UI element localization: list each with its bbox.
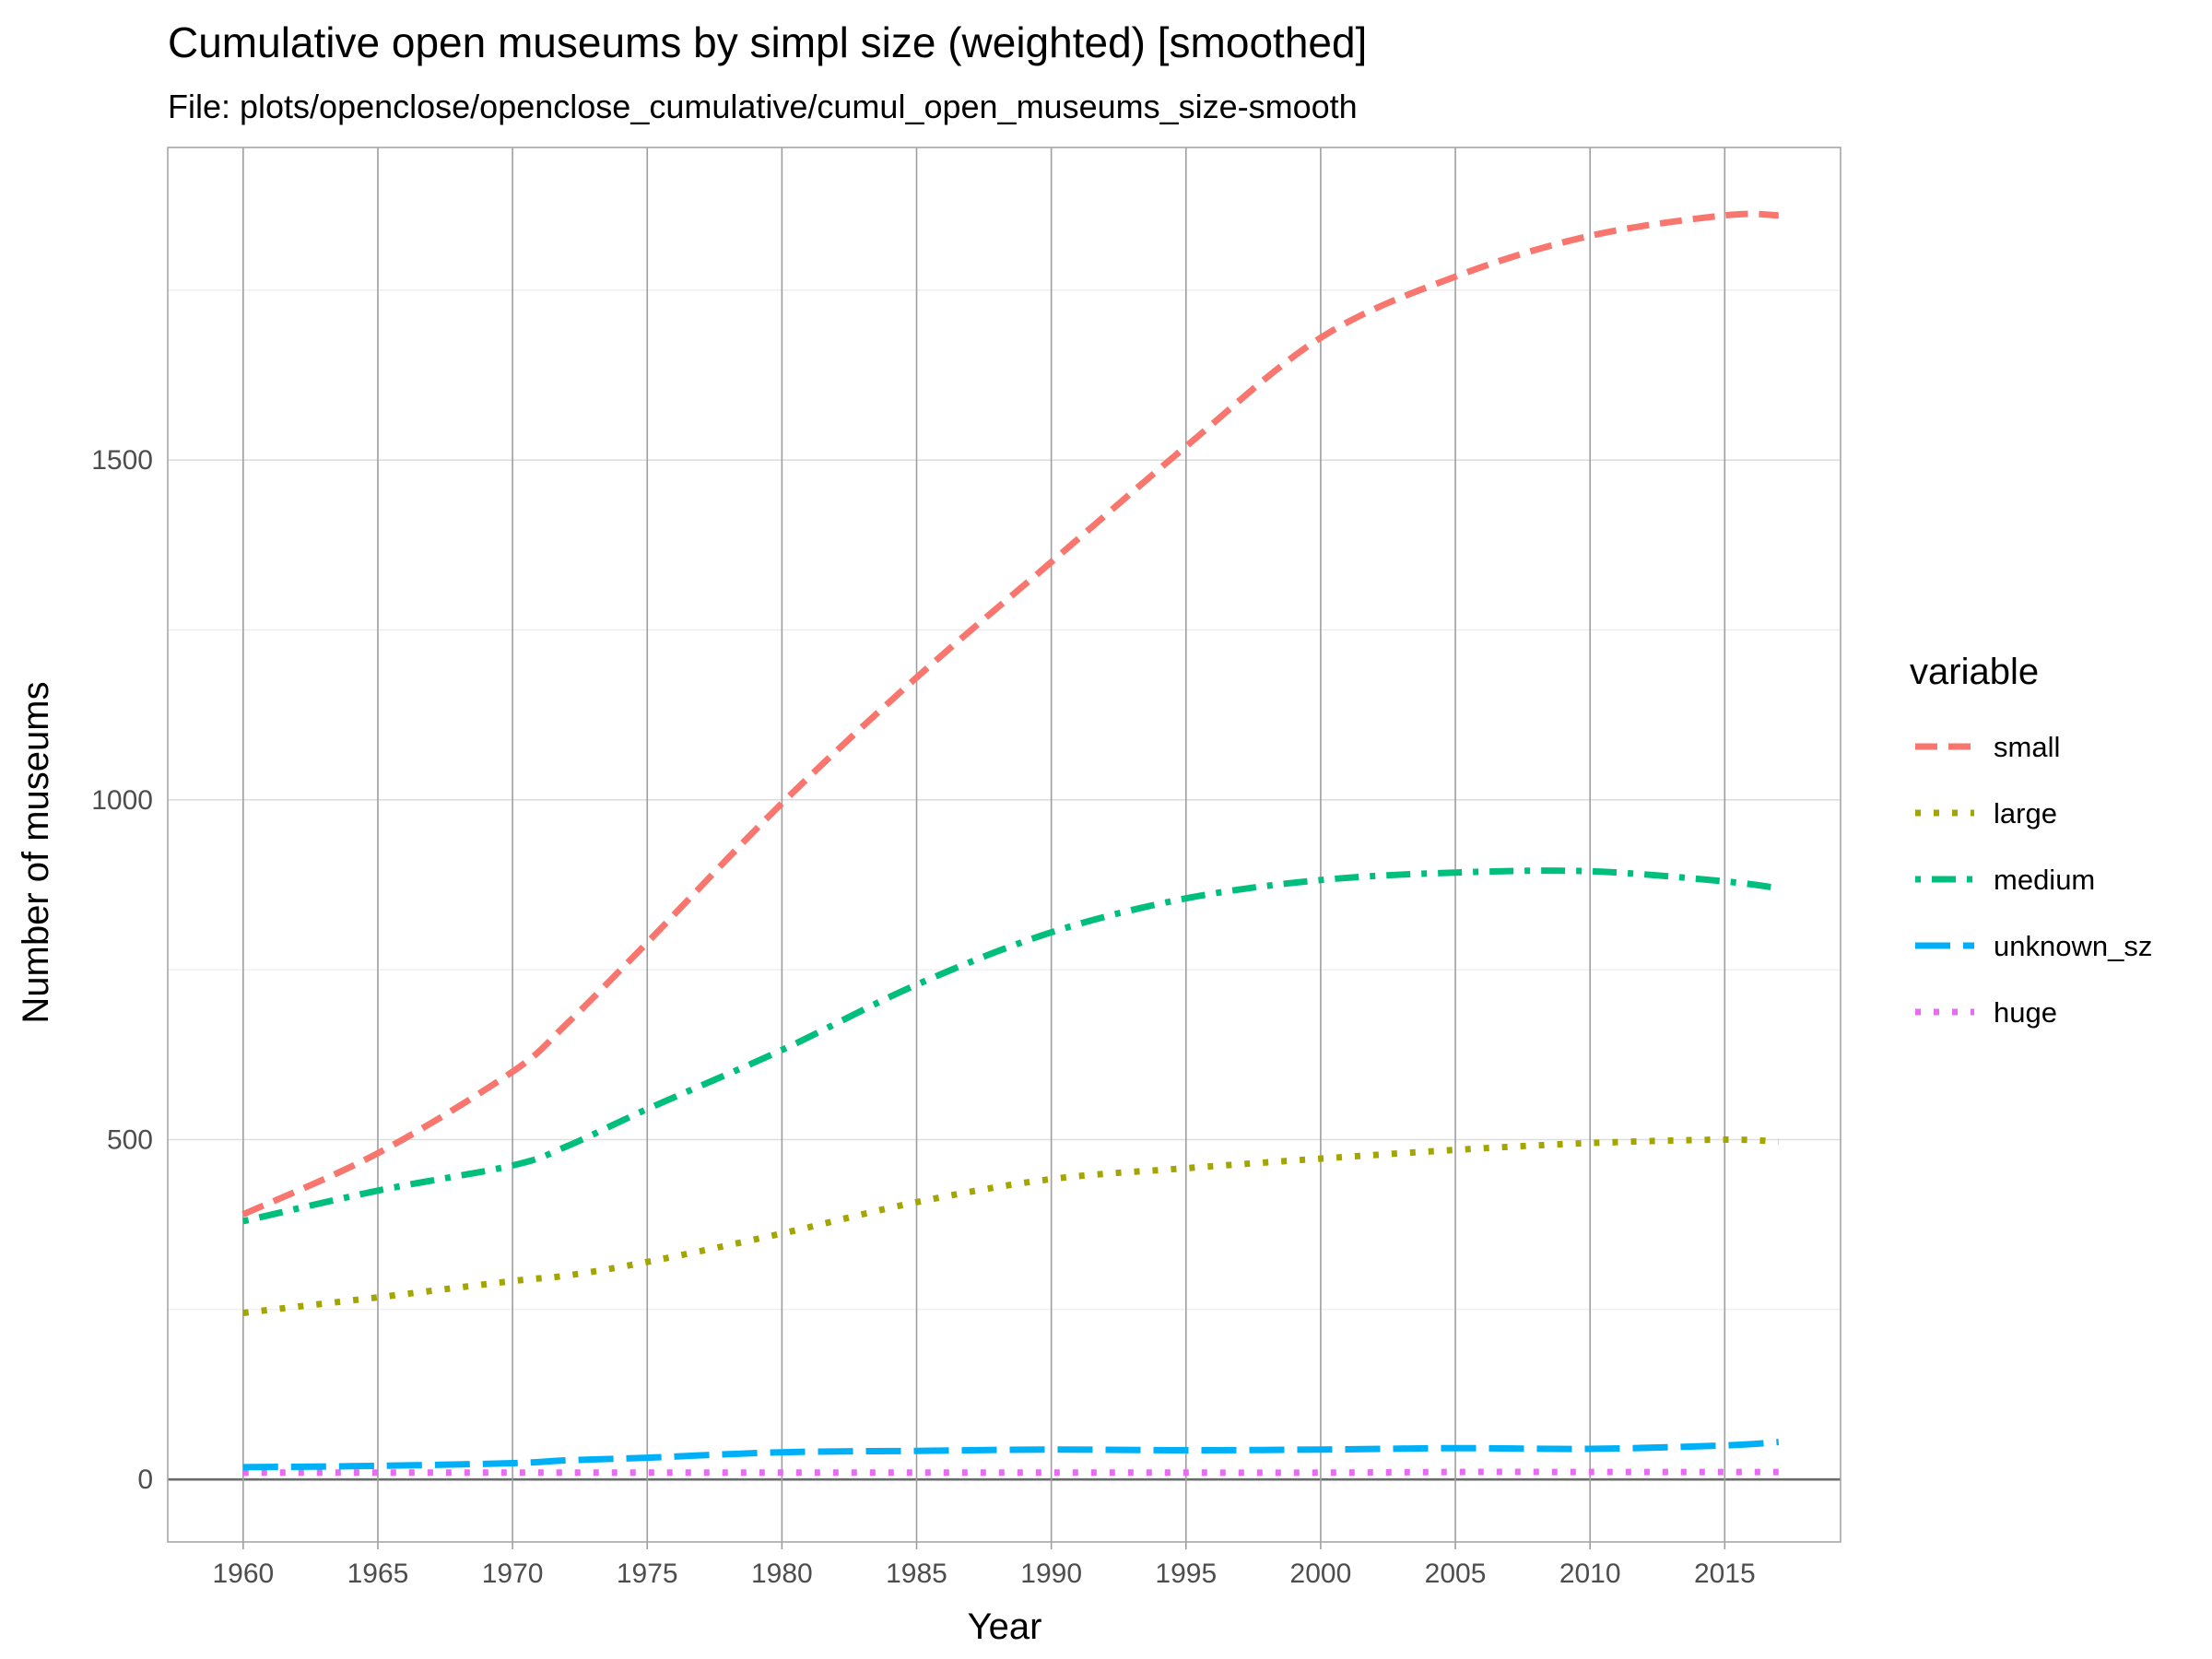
series-line-medium [242,867,1780,1225]
legend-label-huge: huge [1994,996,2057,1029]
x-tick-label: 1995 [1155,1559,1217,1589]
series-line-unknown-sz [242,1439,1780,1471]
panel-border [167,147,1841,1543]
x-tick-label: 1960 [212,1559,274,1589]
series-line-huge [242,1468,1779,1477]
x-axis-title: Year [968,1606,1042,1647]
x-tick-label: 2010 [1559,1559,1621,1589]
series-line-small [241,210,1779,1218]
x-tick-label: 1985 [886,1559,947,1589]
x-tick-label: 1990 [1020,1559,1082,1589]
x-tick-label: 2005 [1425,1559,1487,1589]
x-tick-label: 2000 [1290,1559,1352,1589]
x-tick-label: 2015 [1694,1559,1756,1589]
legend-label-small: small [1994,731,2060,763]
legend-label-unknown-sz: unknown_sz [1994,930,2152,962]
chart-title: Cumulative open museums by simpl size (w… [168,18,1367,66]
y-axis-title: Number of museums [16,681,56,1023]
y-tick-label: 500 [107,1125,153,1156]
chart-subtitle: File: plots/openclose/openclose_cumulati… [168,88,1358,125]
plot-area: 0 500 1000 1500 1960 1965 1970 1975 1980 1985 1990… [91,147,1841,1589]
x-tick-label: 1975 [617,1559,678,1589]
y-tick-label: 0 [137,1465,153,1495]
legend-title: variable [1910,652,2039,692]
legend-label-medium: medium [1994,864,2095,896]
series-line-large [242,1135,1779,1316]
y-tick-label: 1500 [91,445,153,476]
y-tick-label: 1000 [91,785,153,816]
x-tick-label: 1980 [751,1559,813,1589]
x-tick-label: 1965 [347,1559,409,1589]
x-tick-label: 1970 [482,1559,544,1589]
legend-label-large: large [1994,797,2057,830]
